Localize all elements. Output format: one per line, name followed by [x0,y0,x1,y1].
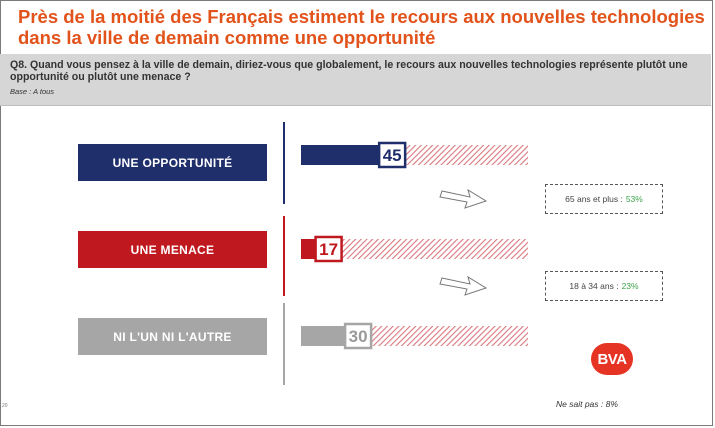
slide-title: Près de la moitié des Français estiment … [18,6,705,48]
arrow-right-icon [439,188,488,209]
category-label-opportunite: UNE OPPORTUNITÉ [78,144,267,181]
separator-line-red [283,216,285,296]
value-label: 17 [319,240,338,259]
base-note: Base : A tous [10,87,55,96]
callout-label: 65 ans et plus : [565,194,623,204]
bar-remainder [369,326,528,346]
arrow-right-icon [439,275,488,296]
bar-remainder [403,145,528,165]
question-box: Q8. Quand vous pensez à la ville de dema… [0,54,711,106]
separator-line-blue [283,122,285,204]
category-text: UNE MENACE [130,242,215,257]
bar [301,145,404,165]
bva-logo: BVA [591,343,633,375]
value-label: 45 [383,146,402,165]
bar-remainder [339,239,528,259]
callout-18-34: 18 à 34 ans : 23% [545,271,663,301]
value-label: 30 [349,327,368,346]
question-text: Q8. Quand vous pensez à la ville de dema… [10,59,688,83]
value-label-box [343,322,373,350]
category-text: NI L'UN NI L'AUTRE [113,329,232,344]
value-label-box [314,235,343,263]
callout-label: 18 à 34 ans : [569,281,619,291]
category-label-ni-l-un-ni-l-autre: NI L'UN NI L'AUTRE [78,318,267,355]
value-label-box [377,141,407,169]
category-label-menace: UNE MENACE [78,231,267,268]
callout-value: 53% [625,194,643,204]
separator-line-grey [283,303,285,385]
no-answer-note: Ne sait pas : 8% [556,399,618,409]
callout-value: 23% [621,281,639,291]
page-number: 20 [2,403,8,409]
callout-65-plus: 65 ans et plus : 53% [545,184,663,214]
category-text: UNE OPPORTUNITÉ [112,155,233,170]
